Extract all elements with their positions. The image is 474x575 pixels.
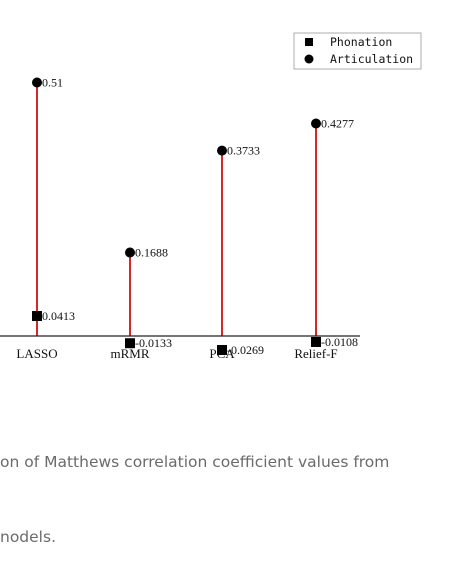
caption-line-1: on of Matthews correlation coefficient v… — [0, 453, 390, 471]
legend-box — [293, 32, 422, 70]
chart: LASSOmRMRPCARelief-F 0.0413-0.0133-0.026… — [0, 32, 422, 361]
point-articulation-relief-f — [311, 118, 321, 129]
markers — [32, 77, 321, 356]
point-articulation-mrmr — [125, 247, 135, 258]
legend-square-icon — [305, 38, 313, 46]
caption-line-2: nodels. — [0, 528, 56, 546]
point-phonation-relief-f — [311, 336, 321, 347]
point-phonation-mrmr — [125, 338, 135, 349]
stems — [36, 82, 317, 336]
label-articulation-pca: 0.3733 — [227, 144, 260, 158]
label-articulation-relief-f: 0.4277 — [321, 117, 354, 131]
label-articulation-mrmr: 0.1688 — [135, 246, 168, 260]
point-phonation-lasso — [32, 311, 42, 322]
legend-label-phonation: Phonation — [330, 35, 392, 49]
point-articulation-pca — [217, 145, 227, 156]
label-phonation-pca: -0.0269 — [227, 343, 264, 357]
x-tick-relief-f: Relief-F — [294, 346, 337, 361]
label-articulation-lasso: 0.51 — [42, 76, 63, 90]
x-tick-labels: LASSOmRMRPCARelief-F — [16, 346, 337, 361]
figure-caption: on of Matthews correlation coefficient v… — [0, 400, 474, 575]
legend-label-articulation: Articulation — [330, 52, 413, 66]
x-tick-mrmr: mRMR — [110, 346, 149, 361]
point-phonation-pca — [217, 345, 227, 356]
legend: Phonation Articulation — [293, 32, 422, 70]
label-phonation-mrmr: -0.0133 — [135, 336, 172, 350]
x-tick-lasso: LASSO — [16, 346, 57, 361]
point-articulation-lasso — [32, 77, 42, 88]
label-phonation-lasso: 0.0413 — [42, 309, 75, 323]
data-labels: 0.0413 -0.0133 -0.0269 -0.0108 0.51 0.1688 0.3… — [42, 76, 358, 357]
label-phonation-relief-f: -0.0108 — [321, 335, 358, 349]
legend-circle-icon — [304, 54, 314, 64]
